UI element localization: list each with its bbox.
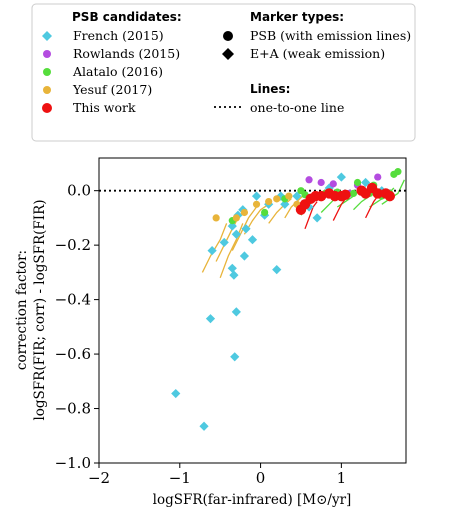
x-tick-label: 1 <box>337 469 347 487</box>
legend-label: French (2015) <box>73 28 164 43</box>
plot: −2 −1 0 1 0.0 −0.2 −0.4 −0.6 −0.8 −1.0 <box>55 157 407 487</box>
track-line <box>201 223 228 273</box>
legend-entry-yesuf: Yesuf (2017) <box>43 82 152 97</box>
legend-marker-psb: PSB (with emission lines) <box>223 28 411 43</box>
legend-diamond-icon <box>222 48 234 60</box>
track-line <box>365 195 379 219</box>
data-point-diamond <box>247 235 258 245</box>
data-point-circle <box>273 195 281 203</box>
x-tick-label: −1 <box>169 469 191 487</box>
y-axis-label-line1: correction factor: <box>14 250 30 370</box>
data-point-circle <box>212 214 220 222</box>
data-point-circle <box>394 168 402 176</box>
y-tick-label: −0.2 <box>55 236 91 254</box>
legend-entry-rowlands: Rowlands (2015) <box>43 46 180 61</box>
legend-label: Yesuf (2017) <box>72 82 152 97</box>
data-point-circle <box>372 188 383 199</box>
data-point-circle <box>232 214 240 222</box>
legend-line-one-to-one: one-to-one line <box>214 100 344 115</box>
data-point-diamond <box>227 221 237 231</box>
data-point-circle <box>329 180 337 188</box>
data-point-diamond <box>230 352 240 362</box>
data-point-diamond <box>312 213 322 223</box>
data-point-circle <box>285 192 293 200</box>
data-point-diamond <box>231 229 241 239</box>
legend-circle-icon <box>43 86 51 94</box>
data-point-diamond <box>251 191 262 201</box>
x-tick-label: 0 <box>256 469 266 487</box>
data-point-diamond <box>229 270 239 280</box>
data-point-diamond <box>231 307 241 317</box>
x-ticks: −2 −1 0 1 <box>88 463 346 487</box>
legend-label: This work <box>73 100 136 115</box>
x-tick-label: −2 <box>88 469 110 487</box>
data-point-circle <box>240 208 249 217</box>
data-point-diamond <box>272 265 282 275</box>
data-point-diamond <box>227 263 237 273</box>
data-point-diamond <box>219 237 229 248</box>
y-tick-label: −0.8 <box>55 400 91 418</box>
data-point-circle <box>265 197 273 206</box>
legend-marker-header: Marker types: <box>250 10 344 24</box>
legend-diamond-icon <box>42 31 52 41</box>
data-point-diamond <box>361 177 371 188</box>
data-point-diamond <box>336 172 346 182</box>
legend-candidates-header: PSB candidates: <box>72 10 182 24</box>
legend: PSB candidates: Marker types: Lines: Fre… <box>31 3 416 142</box>
legend-label: E+A (weak emission) <box>250 46 385 61</box>
data-point-circle <box>315 190 327 202</box>
data-point-circle <box>353 178 362 187</box>
data-point-diamond <box>199 421 209 431</box>
legend-circle-icon <box>43 68 51 76</box>
data-point-circle <box>305 176 313 184</box>
data-point-diamond <box>207 245 217 256</box>
y-tick-label: −1.0 <box>55 454 91 472</box>
legend-entry-alatalo: Alatalo (2016) <box>43 64 163 79</box>
legend-entry-this-work: This work <box>42 100 136 115</box>
data-point-circle <box>374 173 382 181</box>
y-tick-label: −0.4 <box>55 291 91 309</box>
track-line <box>304 201 318 230</box>
legend-circle-icon <box>223 31 233 41</box>
track-line <box>332 198 346 221</box>
legend-circle-icon <box>42 103 52 113</box>
legend-label: Rowlands (2015) <box>73 46 180 61</box>
legend-circle-icon <box>43 50 51 58</box>
legend-label: Alatalo (2016) <box>72 64 163 79</box>
track-line <box>219 223 244 279</box>
y-tick-label: −0.6 <box>55 345 91 363</box>
data-point-circle <box>261 208 269 217</box>
track-line <box>268 198 292 224</box>
y-ticks: 0.0 −0.2 −0.4 −0.6 −0.8 −1.0 <box>55 182 99 472</box>
data-point-diamond <box>241 224 251 234</box>
data-point-diamond <box>171 388 181 399</box>
legend-entry-french: French (2015) <box>42 28 164 43</box>
x-axis-label: logSFR(far-infrared) [M⊙/yr] <box>153 492 352 508</box>
y-tick-label: 0.0 <box>67 182 91 200</box>
legend-label: one-to-one line <box>250 100 344 115</box>
legend-label: PSB (with emission lines) <box>250 28 411 43</box>
data-point-circle <box>340 189 351 200</box>
data-point-diamond <box>205 314 216 324</box>
legend-lines-header: Lines: <box>250 82 290 96</box>
data-point-circle <box>252 200 261 208</box>
data-point-circle <box>349 189 358 198</box>
y-axis-label-line2: logSFR(FIR; corr) - logSFR(FIR) <box>32 199 48 420</box>
plot-frame <box>98 157 407 464</box>
legend-marker-ea: E+A (weak emission) <box>222 46 385 61</box>
data-point-diamond <box>239 251 250 261</box>
data-point-diamond <box>280 199 290 209</box>
track-line <box>215 217 239 262</box>
points-layer <box>171 168 402 431</box>
data-point-circle <box>384 190 396 202</box>
data-point-circle <box>317 178 325 187</box>
legend-frame <box>31 3 416 142</box>
